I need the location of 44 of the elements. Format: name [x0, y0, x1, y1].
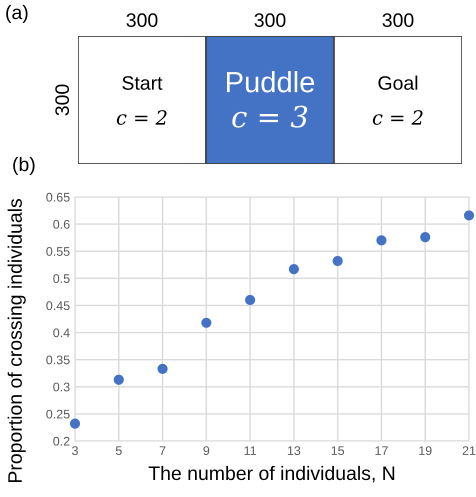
- chart-title: (b): [13, 156, 35, 176]
- y-tick-label: 0.65: [46, 192, 70, 202]
- y-tick-label: 0.55: [46, 247, 70, 256]
- x-axis-title: The number of individuals, N: [148, 466, 394, 482]
- category-label: Goal: [378, 76, 418, 90]
- point: [420, 232, 430, 242]
- point: [376, 235, 387, 246]
- x-tick-label: 9: [203, 446, 210, 456]
- y-tick-label: 0.2: [53, 436, 70, 446]
- point: [288, 264, 299, 274]
- x-tick-label: 15: [332, 446, 344, 456]
- point: [464, 210, 474, 221]
- y-axis-title: Proportion of crossing individuals: [8, 198, 26, 482]
- y-tick-label: 0.45: [46, 301, 70, 310]
- text: c = 2: [116, 110, 167, 125]
- point: [245, 294, 256, 306]
- point: [70, 418, 80, 429]
- y-tick-label: 0.6: [53, 220, 70, 229]
- y-tick-label: 0.5: [53, 274, 70, 283]
- text: 300: [126, 13, 158, 28]
- text: c = 2: [372, 110, 423, 125]
- x-tick-label: 3: [72, 446, 78, 456]
- text: c = 3: [232, 106, 308, 128]
- text: 300: [55, 84, 70, 116]
- x-tick-label: 21: [462, 446, 476, 455]
- category-label: Puddle: [226, 71, 314, 92]
- point: [332, 256, 343, 266]
- point: [201, 318, 212, 328]
- text: 300: [254, 13, 286, 28]
- x-tick-label: 5: [116, 446, 122, 456]
- x-tick-label: 11: [244, 446, 256, 455]
- x-tick-label: 19: [419, 446, 432, 456]
- x-tick-label: 7: [160, 446, 166, 455]
- y-tick-label: 0.4: [53, 328, 70, 338]
- text: (a): [6, 4, 28, 24]
- category-label: Start: [122, 76, 162, 90]
- y-tick-label: 0.25: [46, 410, 70, 419]
- y-tick-label: 0.3: [53, 382, 70, 392]
- x-tick-label: 17: [375, 446, 388, 455]
- text: 300: [382, 13, 414, 28]
- y-tick-label: 0.35: [46, 355, 70, 364]
- x-tick-label: 13: [288, 446, 300, 456]
- point: [114, 374, 124, 385]
- point: [157, 364, 168, 374]
